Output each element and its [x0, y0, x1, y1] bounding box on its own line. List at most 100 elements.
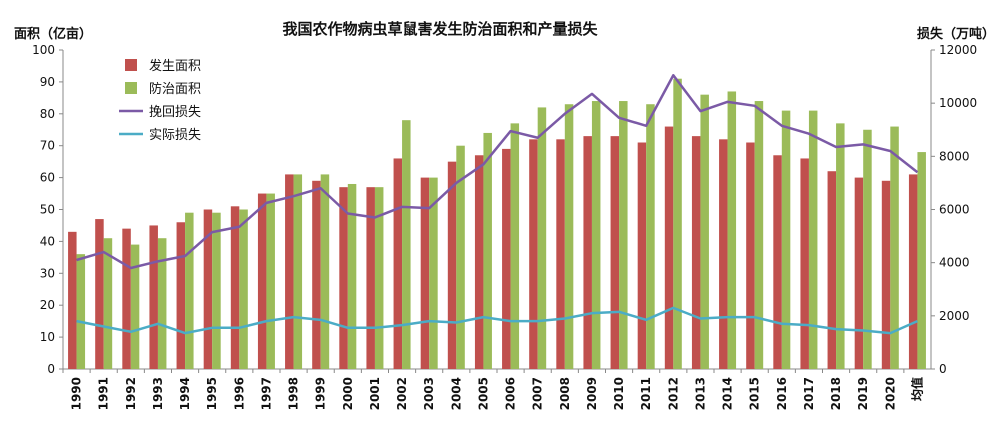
- legend-label: 发生面积: [149, 58, 201, 74]
- occurrence-bar: [339, 187, 348, 369]
- x-tick-label: 2010: [612, 377, 626, 410]
- control-bar: [727, 91, 737, 369]
- control-bar: [754, 101, 764, 369]
- right-tick-label: 8000: [939, 149, 970, 163]
- x-tick-label: 2002: [395, 377, 409, 410]
- legend-swatch: [125, 59, 137, 71]
- x-tick-label: 2008: [558, 377, 572, 410]
- x-tick-label: 1995: [205, 377, 219, 410]
- control-bar: [456, 145, 465, 369]
- x-tick-label: 2020: [883, 377, 897, 410]
- left-tick-label: 90: [40, 75, 55, 89]
- x-tick-label: 均值: [909, 377, 924, 401]
- x-tick-label: 2011: [639, 377, 653, 410]
- occurrence-bar: [664, 126, 674, 369]
- occurrence-bar: [854, 177, 864, 369]
- control-bar: [402, 120, 411, 370]
- left-tick-label: 40: [40, 234, 55, 248]
- chart-title: 我国农作物病虫草鼠害发生防治面积和产量损失: [282, 20, 598, 38]
- occurrence-bar: [474, 155, 484, 369]
- legend-label: 实际损失: [149, 128, 201, 143]
- x-tick-label: 2018: [829, 377, 843, 410]
- occurrence-bar: [122, 228, 131, 369]
- x-tick-label: 2006: [504, 377, 518, 410]
- right-tick-label: 12000: [939, 43, 977, 57]
- control-bar: [239, 209, 248, 369]
- occurrence-bar: [366, 187, 375, 369]
- control-bar: [130, 244, 140, 369]
- occurrence-bar: [556, 139, 565, 369]
- x-tick-label: 1997: [259, 377, 273, 410]
- control-bar: [347, 183, 357, 369]
- control-bar: [320, 174, 330, 369]
- occurrence-bar: [800, 158, 809, 369]
- x-tick-label: 1992: [124, 377, 138, 410]
- control-bar: [781, 110, 791, 370]
- control-bar: [76, 254, 86, 369]
- x-tick-label: 1998: [287, 377, 301, 410]
- occurrence-bar: [95, 219, 104, 369]
- x-tick-label: 2013: [693, 377, 707, 410]
- control-bar: [863, 129, 872, 369]
- x-tick-label: 1991: [97, 377, 111, 410]
- x-tick-label: 1994: [178, 377, 192, 410]
- occurrence-bar: [420, 177, 430, 369]
- left-tick-label: 60: [40, 171, 55, 185]
- right-tick-label: 6000: [939, 203, 970, 217]
- occurrence-bar: [881, 180, 891, 369]
- occurrence-bar: [68, 231, 77, 369]
- x-tick-label: 1996: [232, 377, 246, 410]
- control-bar: [537, 107, 547, 370]
- x-tick-label: 2016: [775, 377, 789, 410]
- occurrence-bar: [447, 161, 457, 369]
- occurrence-bar: [719, 139, 728, 369]
- control-bar: [808, 110, 818, 370]
- x-tick-label: 2003: [422, 377, 436, 410]
- x-tick-label: 1993: [151, 377, 165, 410]
- occurrence-bar: [230, 206, 240, 369]
- control-bar: [510, 123, 520, 370]
- legend-label: 挽回损失: [149, 105, 201, 120]
- left-tick-label: 10: [40, 330, 55, 344]
- control-bar: [212, 212, 221, 369]
- occurrence-bar: [149, 225, 158, 369]
- control-bar: [700, 94, 709, 369]
- plot-area: 0 10 20 30 40 50 60 70 80 90 100 0 2000 4000 6000 8000 1…: [32, 43, 977, 410]
- occurrence-bar: [393, 158, 403, 369]
- x-tick-label: 1999: [314, 377, 328, 410]
- left-tick-label: 70: [40, 139, 55, 153]
- occurrence-bar: [203, 209, 213, 369]
- control-bar: [890, 126, 899, 369]
- x-tick-label: 2017: [802, 377, 816, 410]
- x-tick-label: 2000: [341, 377, 355, 410]
- control-bar: [483, 132, 492, 369]
- occurrence-bar: [583, 136, 592, 369]
- left-tick-label: 100: [32, 43, 55, 57]
- control-bar: [374, 187, 384, 369]
- x-tick-label: 1990: [70, 377, 84, 410]
- occurrence-bar: [257, 193, 267, 369]
- left-tick-label: 20: [40, 298, 55, 312]
- x-tick-label: 2012: [666, 377, 680, 410]
- actual-loss-line: [76, 306, 918, 335]
- x-tick-label: 2014: [721, 377, 735, 410]
- occurrence-bar: [502, 148, 511, 369]
- legend-label: 防治面积: [149, 81, 201, 97]
- right-tick-label: 4000: [939, 256, 970, 270]
- x-tick-label: 2019: [856, 377, 870, 410]
- left-axis-title: 面积（亿亩）: [14, 26, 92, 42]
- occurrence-bar: [773, 155, 782, 369]
- x-tick-label: 2005: [476, 377, 490, 410]
- control-bar: [646, 104, 655, 369]
- left-tick-label: 50: [40, 203, 55, 217]
- right-tick-label: 10000: [939, 96, 977, 110]
- occurrence-bar: [746, 142, 755, 369]
- recovered-loss-line: [76, 74, 919, 270]
- x-tick-label: 2001: [368, 377, 382, 410]
- occurrence-bar: [908, 174, 918, 369]
- occurrence-bar: [691, 136, 701, 369]
- occurrence-bar: [637, 142, 647, 369]
- occurrence-bar: [285, 174, 294, 369]
